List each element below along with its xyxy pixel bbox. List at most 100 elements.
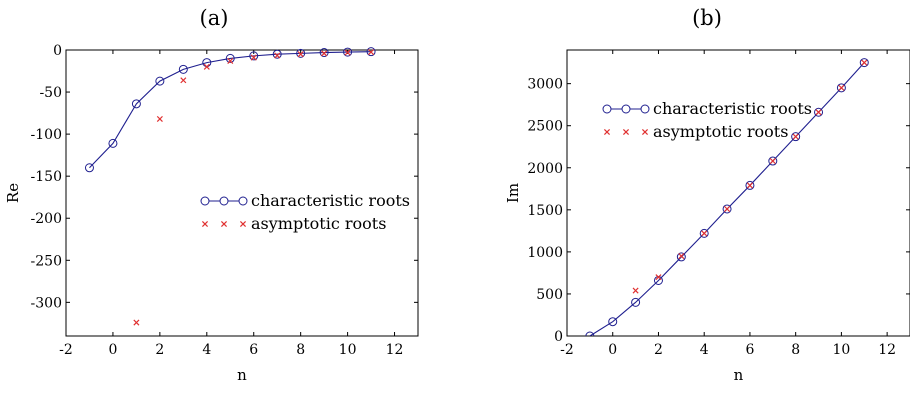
legend-label: asymptotic roots bbox=[251, 214, 386, 233]
data-point-cross bbox=[769, 158, 776, 165]
legend: characteristic roots asymptotic roots bbox=[200, 191, 410, 233]
data-point-circle bbox=[249, 51, 259, 61]
data-point-circle bbox=[155, 76, 165, 86]
y-tick-label: -150 bbox=[31, 169, 62, 185]
data-point-cross bbox=[815, 109, 822, 116]
series-line bbox=[89, 51, 372, 169]
data-point-circle bbox=[859, 58, 869, 68]
legend: characteristic roots asymptotic roots bbox=[602, 99, 812, 141]
legend-item-1: asymptotic roots bbox=[603, 122, 788, 141]
data-point-cross bbox=[632, 287, 639, 294]
data-point-circle bbox=[585, 331, 595, 336]
legend-label: characteristic roots bbox=[653, 99, 812, 118]
chart-panel-0: (a) -2 0 2 4 6 8 10 12 0 -50 -100 -150 -200 -250 -300 n R… bbox=[4, 6, 419, 384]
x-tick-label: 8 bbox=[296, 342, 305, 358]
y-tick-label: 1000 bbox=[527, 245, 563, 261]
data-point-cross bbox=[701, 230, 708, 237]
data-point-cross bbox=[746, 182, 753, 189]
data-point-circle bbox=[319, 48, 329, 58]
x-tick-label: 2 bbox=[155, 342, 164, 358]
y-tick-label: 2000 bbox=[527, 161, 563, 177]
x-tick-label: 0 bbox=[608, 342, 617, 358]
data-point-circle bbox=[722, 204, 732, 214]
data-point-cross bbox=[133, 319, 140, 326]
data-point-cross bbox=[792, 133, 799, 140]
x-axis-label: n bbox=[237, 366, 247, 384]
plot-area bbox=[84, 47, 376, 326]
legend-cross-swatch bbox=[201, 220, 209, 228]
y-tick-label: 0 bbox=[554, 329, 563, 345]
y-tick-label: -100 bbox=[31, 127, 62, 143]
data-point-cross bbox=[180, 77, 187, 84]
x-tick-label: 0 bbox=[108, 342, 117, 358]
data-point-circle bbox=[296, 48, 306, 58]
data-point-cross bbox=[368, 49, 375, 56]
x-tick-label: 2 bbox=[654, 342, 663, 358]
data-point-cross bbox=[655, 274, 662, 281]
x-tick-label: 4 bbox=[202, 342, 211, 358]
y-axis-label: Im bbox=[504, 183, 522, 203]
data-point-cross bbox=[203, 63, 210, 70]
data-point-circle bbox=[676, 252, 686, 262]
data-point-cross bbox=[274, 52, 281, 59]
y-tick-label: -200 bbox=[31, 211, 62, 227]
legend-item-0: characteristic roots bbox=[200, 191, 410, 210]
x-tick-label: 4 bbox=[700, 342, 709, 358]
data-point-cross bbox=[861, 59, 868, 66]
legend-cross-swatch bbox=[641, 128, 649, 136]
data-point-circle bbox=[608, 317, 618, 327]
x-tick-label: 6 bbox=[745, 342, 754, 358]
x-tick-label: -2 bbox=[59, 342, 73, 358]
legend-label: characteristic roots bbox=[251, 191, 410, 210]
series-0 bbox=[84, 47, 376, 173]
panel-label: (b) bbox=[692, 6, 722, 30]
data-point-circle bbox=[814, 107, 824, 117]
legend-cross-swatch bbox=[220, 220, 228, 228]
data-point-circle bbox=[131, 99, 141, 109]
data-point-circle bbox=[768, 156, 778, 166]
data-point-cross bbox=[250, 54, 257, 61]
y-axis-label: Re bbox=[4, 183, 22, 203]
data-point-circle bbox=[836, 83, 846, 93]
legend-cross-swatch bbox=[622, 128, 630, 136]
data-point-circle bbox=[343, 47, 353, 57]
y-tick-label: 2500 bbox=[527, 119, 563, 135]
legend-circle-swatch bbox=[621, 104, 631, 114]
legend-circle-swatch bbox=[602, 104, 612, 114]
legend-label: asymptotic roots bbox=[653, 122, 788, 141]
plot-frame bbox=[65, 49, 419, 337]
data-point-cross bbox=[297, 51, 304, 58]
y-tick-label: 1500 bbox=[527, 203, 563, 219]
data-point-circle bbox=[84, 163, 94, 173]
legend-circle-swatch bbox=[200, 196, 210, 206]
legend-item-0: characteristic roots bbox=[602, 99, 812, 118]
x-tick-label: 8 bbox=[791, 342, 800, 358]
data-point-circle bbox=[366, 47, 376, 57]
chart-panel-1: (b)-2 0 2 4 6 8 10 12050010001500200025003000nI… bbox=[504, 6, 910, 384]
legend-circle-swatch bbox=[640, 104, 650, 114]
data-point-cross bbox=[344, 49, 351, 56]
x-tick-label: -2 bbox=[560, 342, 574, 358]
series-1 bbox=[632, 59, 868, 294]
y-tick-label: 500 bbox=[536, 287, 563, 303]
data-point-cross bbox=[678, 253, 685, 260]
legend-circle-swatch bbox=[238, 196, 248, 206]
data-point-circle bbox=[791, 132, 801, 142]
x-tick-label: 10 bbox=[339, 342, 357, 358]
legend-circle-swatch bbox=[219, 196, 229, 206]
data-point-circle bbox=[699, 228, 709, 238]
data-point-circle bbox=[225, 53, 235, 63]
y-tick-label: 3000 bbox=[527, 77, 563, 93]
data-point-circle bbox=[745, 180, 755, 190]
data-point-cross bbox=[321, 50, 328, 57]
x-tick-label: 12 bbox=[878, 342, 896, 358]
x-tick-label: 6 bbox=[249, 342, 258, 358]
y-tick-label: -250 bbox=[31, 253, 62, 269]
plot-frame bbox=[566, 49, 910, 337]
legend-cross-swatch bbox=[603, 128, 611, 136]
data-point-circle bbox=[631, 297, 641, 307]
series-1 bbox=[133, 49, 375, 326]
data-point-circle bbox=[108, 138, 118, 148]
data-point-cross bbox=[724, 205, 731, 213]
